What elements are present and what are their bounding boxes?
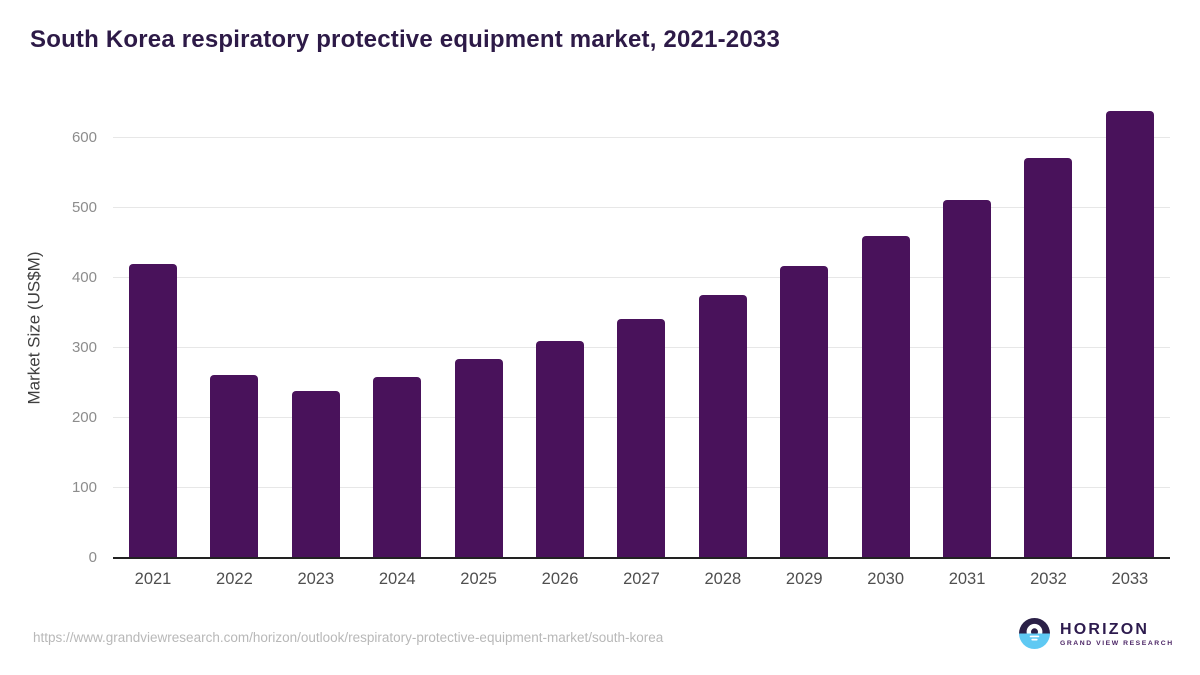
bar-2033 xyxy=(1105,111,1154,558)
bar-2027 xyxy=(617,319,666,558)
gridline-600 xyxy=(113,137,1170,138)
x-label-2021: 2021 xyxy=(134,570,172,588)
x-label-2029: 2029 xyxy=(785,570,823,588)
bar-2028 xyxy=(698,294,747,558)
y-tick-600: 600 xyxy=(71,129,97,146)
x-label-2028: 2028 xyxy=(704,570,742,588)
y-tick-400: 400 xyxy=(71,269,97,286)
x-label-2025: 2025 xyxy=(460,570,497,588)
bar-2024 xyxy=(373,376,422,558)
sun-over-water-icon xyxy=(1019,618,1050,649)
bar-2021 xyxy=(129,264,177,558)
plot-area xyxy=(113,98,1170,559)
gridline-400 xyxy=(113,277,1170,278)
bar-series xyxy=(129,98,1154,558)
source-url: https://www.grandviewresearch.com/horizo… xyxy=(33,630,664,645)
x-label-2024: 2024 xyxy=(378,570,416,588)
x-label-2032: 2032 xyxy=(1030,570,1067,588)
y-tick-300: 300 xyxy=(71,339,97,356)
bar-2030 xyxy=(861,236,910,558)
bar-2025 xyxy=(454,359,503,558)
logo-title: HORIZON xyxy=(1060,620,1150,638)
x-axis-labels: 2021 2022 2023 2024 2025 2026 2027 2028 2029 2030… xyxy=(129,570,1154,589)
gridline-500 xyxy=(113,207,1170,208)
bar-2023 xyxy=(291,390,340,558)
bar-2032 xyxy=(1024,158,1073,558)
bar-2022 xyxy=(210,375,259,558)
chart-title: South Korea respiratory protective equip… xyxy=(30,26,781,53)
logo-subtitle: GRAND VIEW RESEARCH xyxy=(1060,639,1174,647)
logo-text: HORIZON GRAND VIEW RESEARCH xyxy=(1060,621,1174,647)
bar-2026 xyxy=(536,341,585,558)
y-tick-0: 0 xyxy=(88,549,97,566)
x-axis-line xyxy=(113,557,1170,559)
horizon-logo: HORIZON GRAND VIEW RESEARCH xyxy=(1019,618,1174,649)
y-tick-200: 200 xyxy=(71,409,97,426)
x-label-2033: 2033 xyxy=(1111,570,1149,588)
x-label-2030: 2030 xyxy=(867,570,905,588)
x-label-2022: 2022 xyxy=(216,570,253,588)
y-tick-100: 100 xyxy=(71,479,97,496)
x-label-2023: 2023 xyxy=(297,570,335,588)
y-tick-500: 500 xyxy=(71,199,97,216)
x-label-2026: 2026 xyxy=(541,570,579,588)
bar-2029 xyxy=(780,266,829,558)
x-label-2031: 2031 xyxy=(948,570,986,588)
x-label-2027: 2027 xyxy=(623,570,660,588)
bar-2031 xyxy=(943,199,992,558)
